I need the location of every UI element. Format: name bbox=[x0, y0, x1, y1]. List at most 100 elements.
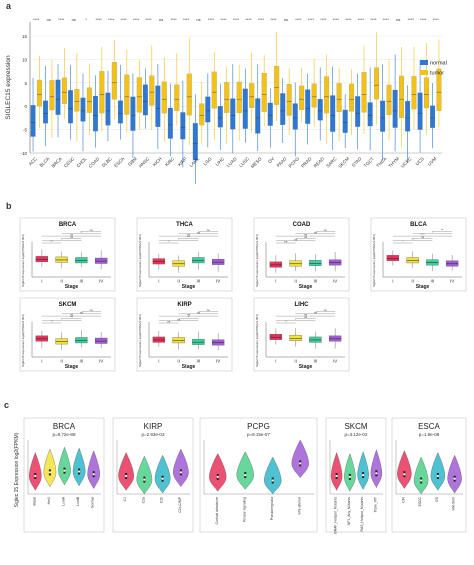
panel-a-significance: ns bbox=[284, 17, 288, 22]
panel-c-violin bbox=[118, 452, 134, 491]
panel-a-box-tumor bbox=[124, 74, 130, 115]
panel-a-ytick-label: -10 bbox=[20, 151, 27, 156]
panel-c-frame bbox=[23, 417, 105, 533]
panel-c-violin bbox=[291, 439, 309, 479]
panel-b-sig-label: **** bbox=[420, 233, 425, 237]
panel-a-category-label: COAD bbox=[88, 156, 101, 169]
panel-b-sig-label: ns bbox=[284, 240, 288, 244]
panel-b-subplot-title: LIHC bbox=[295, 302, 310, 308]
panel-c-category-label: Kinase signaling bbox=[242, 497, 246, 522]
panel-a-category-label: UVM bbox=[427, 156, 438, 167]
panel-b-sig-label: * bbox=[188, 315, 190, 319]
panel-c-median-dot bbox=[403, 473, 406, 476]
panel-b-sig-label: ns bbox=[90, 308, 94, 312]
panel-b-sig-label: ** bbox=[80, 230, 83, 234]
panel-b-sig-label: ns bbox=[70, 233, 74, 237]
panel-a-box-normal bbox=[92, 95, 98, 132]
panel-a-significance: **** bbox=[358, 17, 365, 22]
panel-b-box bbox=[172, 337, 185, 344]
panel-b-ylabel: Siglec15 expression log2(FPKM+0.001) bbox=[138, 314, 142, 367]
panel-b-sig-label: ** bbox=[441, 228, 444, 232]
panel-a-significance: ns bbox=[396, 17, 400, 22]
panel-b-box bbox=[328, 335, 342, 342]
panel-a-box-tumor bbox=[411, 76, 417, 110]
panel-c-category-label: RAS_Hotspot_Mutants bbox=[360, 497, 364, 532]
panel-b-box bbox=[328, 259, 342, 266]
panel-a-box-tumor bbox=[161, 81, 167, 114]
panel-b-xlabel: Stage bbox=[65, 284, 79, 290]
panel-a-box-tumor bbox=[236, 81, 242, 114]
panel-b-subplot-title: COAD bbox=[293, 222, 311, 228]
panel-b-sig-label: ns bbox=[197, 230, 201, 234]
panel-a-category-label: SKCM bbox=[337, 156, 350, 169]
panel-b-sig-label: ns bbox=[324, 228, 328, 232]
panel-a-box-tumor bbox=[111, 61, 117, 100]
panel-a-significance: **** bbox=[370, 17, 377, 22]
panel-b-box bbox=[211, 339, 225, 346]
panel-c-category-label: BRAF_Hotspot_Mutants bbox=[334, 497, 338, 534]
panel-c-median-dot bbox=[48, 471, 52, 474]
panel-a-significance: **** bbox=[345, 17, 352, 22]
panel-b-ylabel: Siglec15 expression log2(FPKM+0.001) bbox=[372, 234, 376, 287]
panel-b-stage-label: III bbox=[313, 279, 317, 284]
panel-c-median-dot bbox=[179, 471, 182, 474]
panel-b-stage-label: III bbox=[196, 279, 200, 284]
panel-a-significance: ns bbox=[159, 17, 163, 22]
panel-a-category-label: UCEC bbox=[400, 156, 413, 169]
panel-c-violin bbox=[43, 448, 57, 488]
panel-b-stage-label: IV bbox=[216, 279, 220, 284]
panel-c-median-dot bbox=[92, 473, 95, 476]
panel-b-xlabel: Stage bbox=[182, 364, 196, 370]
panel-b-stage-label: III bbox=[196, 359, 200, 364]
panel-b-frame bbox=[136, 217, 233, 292]
panel-a-box-tumor bbox=[261, 73, 267, 112]
panel-a-box-normal bbox=[130, 96, 136, 131]
panel-a-significance: **** bbox=[333, 17, 340, 22]
panel-c-category-label: Normal bbox=[91, 497, 95, 508]
panel-a-box-normal bbox=[167, 107, 173, 139]
panel-a-significance: **** bbox=[121, 17, 128, 22]
panel-a-significance: ns bbox=[72, 17, 76, 22]
panel-c-median-dot bbox=[299, 462, 302, 465]
panel-b-subplot-lihc: LIHC Siglec15 expression log2(FPKM+0.001)… bbox=[253, 297, 350, 372]
panel-c-pvalue: p=1.8e-08 bbox=[419, 432, 440, 437]
panel-b-sig-label: ns bbox=[207, 228, 211, 232]
panel-b-sig-label: *** bbox=[187, 235, 191, 239]
panel-b-box bbox=[94, 257, 108, 264]
panel-b-sig-label: ns bbox=[177, 317, 181, 321]
panel-b-frame bbox=[253, 297, 350, 372]
panel-a-category-label: MESO bbox=[250, 156, 263, 169]
panel-a-box-normal bbox=[405, 100, 411, 132]
panel-c-median-dot bbox=[161, 477, 164, 480]
panel-a-box-tumor bbox=[36, 79, 42, 107]
panel-a-box-normal bbox=[355, 96, 361, 127]
panel-b-subplot-title: SKCM bbox=[59, 302, 77, 308]
panel-a-significance: **** bbox=[233, 17, 240, 22]
panel-b-stage-label: I bbox=[275, 279, 276, 284]
panel-b-stage-label: IV bbox=[216, 359, 220, 364]
panel-a-box-tumor bbox=[61, 77, 67, 104]
panel-a-category-label: LIHC bbox=[214, 156, 225, 167]
panel-b-sig-label: ** bbox=[412, 237, 415, 241]
panel-b-label: b bbox=[6, 201, 12, 211]
panel-a-box-tumor bbox=[149, 75, 155, 106]
panel-c-violin bbox=[344, 453, 356, 492]
panel-b-stage-label: III bbox=[79, 279, 83, 284]
panel-a-significance: **** bbox=[145, 17, 152, 22]
panel-a-box-tumor bbox=[399, 75, 405, 118]
panel-b-sig-label: ns bbox=[304, 315, 308, 319]
panel-b-stage-label: I bbox=[41, 279, 42, 284]
panel-b-stage-label: IV bbox=[450, 279, 454, 284]
panel-a-box-normal bbox=[67, 90, 73, 124]
panel-c-median-dot bbox=[125, 474, 128, 478]
panel-a-category-label: KIRC bbox=[164, 156, 176, 168]
panel-a-legend-label: normal bbox=[430, 61, 447, 67]
panel-a-box-tumor bbox=[299, 85, 305, 110]
panel-b-sig-label: ns bbox=[324, 308, 328, 312]
panel-c-category-label: LumA bbox=[62, 496, 66, 506]
panel-a-ytick-label: -5 bbox=[23, 128, 27, 133]
panel-a-box-normal bbox=[380, 100, 386, 132]
panel-b-stage-label: III bbox=[79, 359, 83, 364]
